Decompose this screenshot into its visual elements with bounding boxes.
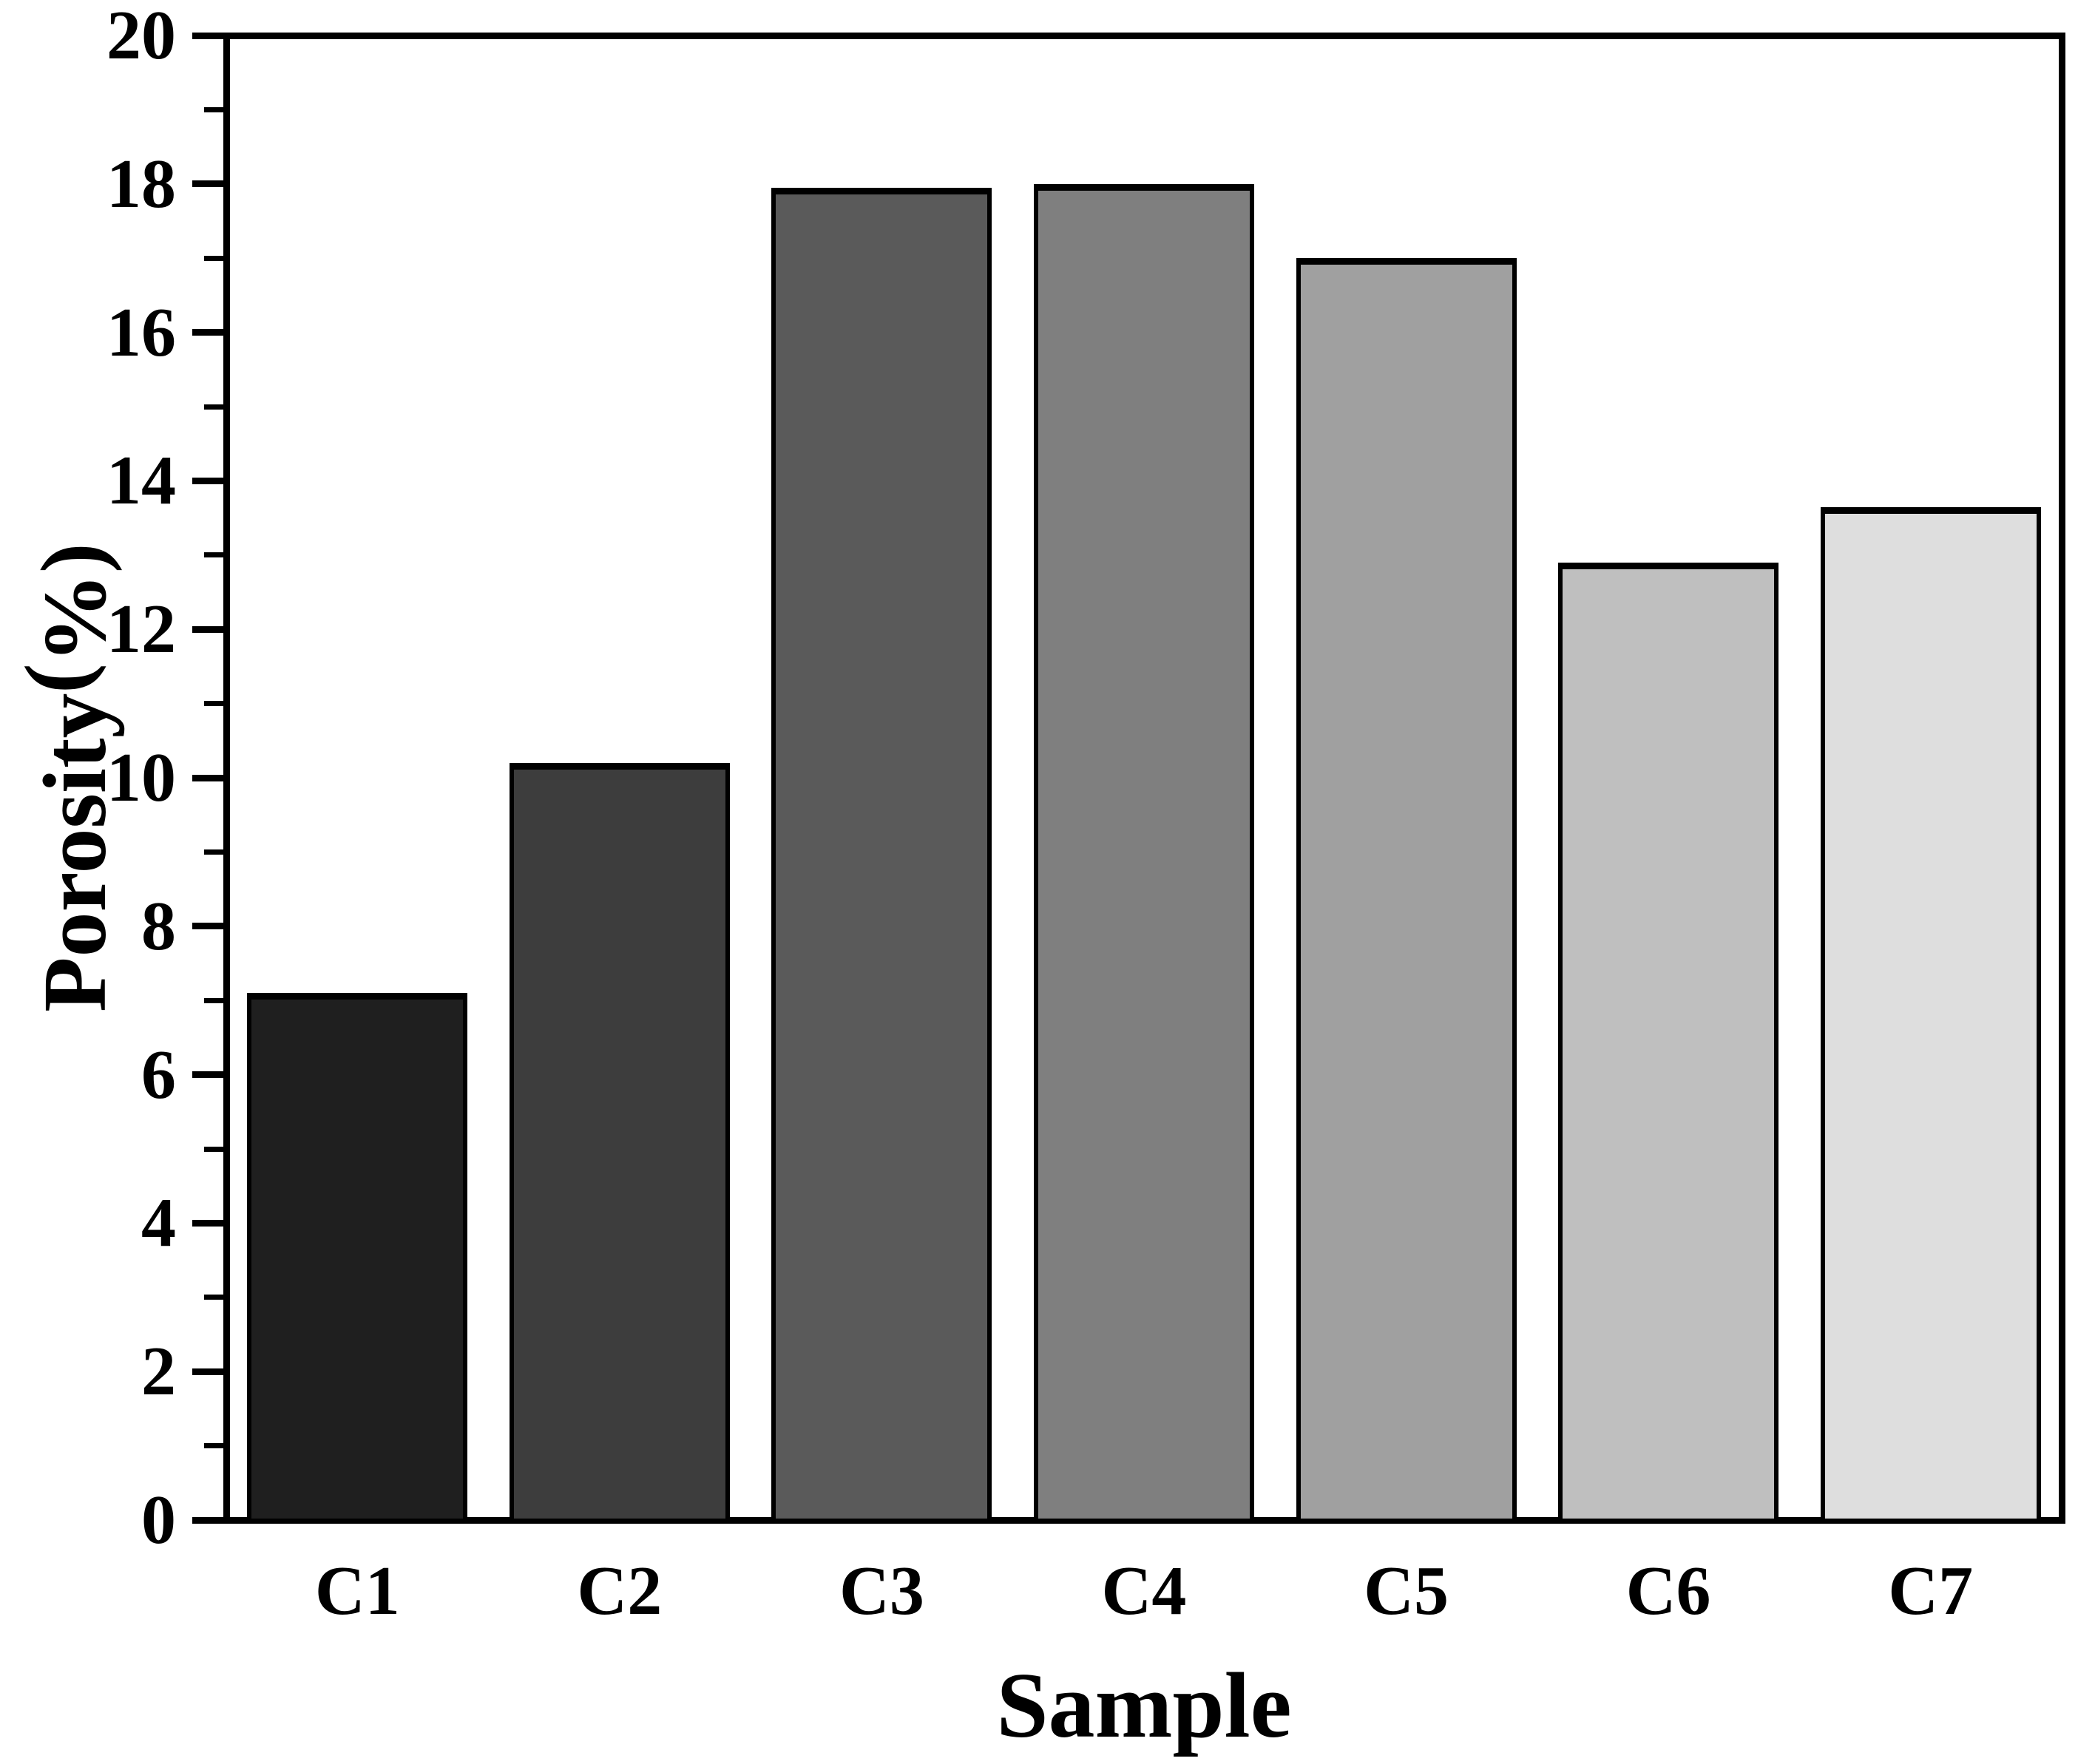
y-minor-tick-1 (204, 1443, 223, 1449)
y-major-tick-14 (192, 477, 223, 484)
y-minor-tick-11 (204, 701, 223, 707)
ylabel-close-paren: ) (22, 543, 123, 574)
x-tick-label-c2: C2 (577, 1553, 663, 1629)
y-major-tick-18 (192, 180, 223, 188)
y-tick-label-10: 10 (106, 739, 176, 816)
y-minor-tick-13 (204, 552, 223, 558)
y-major-tick-10 (192, 774, 223, 781)
y-minor-tick-17 (204, 255, 223, 261)
bar-c3 (771, 187, 992, 1523)
y-tick-label-2: 2 (141, 1333, 176, 1411)
y-minor-tick-15 (204, 404, 223, 410)
y-minor-tick-9 (204, 849, 223, 855)
bar-c4 (1034, 183, 1254, 1523)
y-tick-label-12: 12 (106, 591, 176, 668)
x-tick-label-c1: C1 (314, 1553, 400, 1629)
y-tick-label-14: 14 (106, 442, 176, 520)
bar-c2 (509, 762, 730, 1523)
y-major-tick-12 (192, 625, 223, 633)
x-axis-title: Sample (996, 1655, 1292, 1757)
y-major-tick-20 (192, 32, 223, 39)
bar-c7 (1820, 506, 2041, 1523)
x-tick-label-c3: C3 (839, 1553, 924, 1629)
x-tick-label-c6: C6 (1625, 1553, 1711, 1629)
y-major-tick-2 (192, 1368, 223, 1375)
y-tick-label-8: 8 (141, 887, 176, 965)
y-major-tick-4 (192, 1219, 223, 1227)
y-tick-label-16: 16 (106, 294, 176, 371)
bar-c6 (1558, 562, 1779, 1523)
y-tick-label-18: 18 (106, 145, 176, 223)
y-minor-tick-3 (204, 1295, 223, 1300)
y-minor-tick-19 (204, 106, 223, 112)
y-tick-label-4: 4 (141, 1184, 176, 1262)
y-major-tick-0 (192, 1516, 223, 1524)
y-major-tick-8 (192, 923, 223, 930)
x-tick-label-c5: C5 (1364, 1553, 1449, 1629)
y-major-tick-16 (192, 329, 223, 336)
x-tick-label-c7: C7 (1888, 1553, 1974, 1629)
bar-c1 (247, 993, 468, 1523)
y-tick-label-20: 20 (106, 0, 176, 74)
y-tick-label-0: 0 (141, 1482, 176, 1558)
bar-c5 (1296, 258, 1517, 1523)
y-minor-tick-5 (204, 1146, 223, 1152)
x-tick-label-c4: C4 (1101, 1553, 1187, 1629)
y-major-tick-6 (192, 1071, 223, 1079)
y-minor-tick-7 (204, 997, 223, 1003)
y-tick-label-6: 6 (141, 1036, 176, 1113)
